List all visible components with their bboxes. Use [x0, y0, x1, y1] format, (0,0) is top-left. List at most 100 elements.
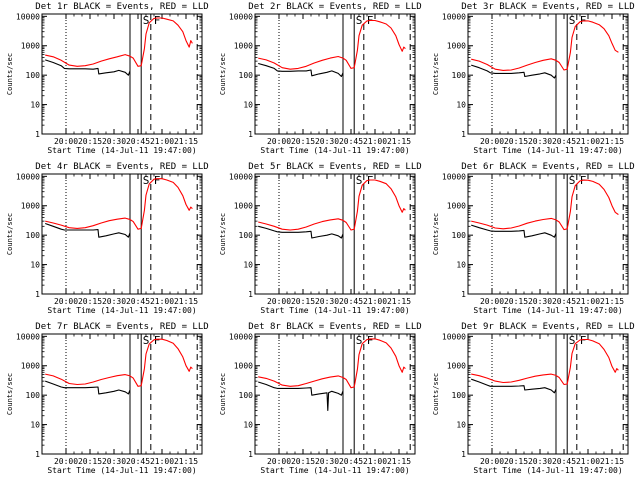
y-tick-label: 10: [243, 101, 253, 110]
panel-det-5r: Det 5r BLACK = Events, RED = LLD 1 10 100 10…: [219, 162, 422, 315]
x-axis-label: Start Time (14-Jul-11 19:47:00): [260, 466, 409, 475]
x-tick-label: 20:00: [267, 297, 291, 306]
x-tick-label: 20:00: [54, 297, 78, 306]
x-tick-label: 20:00: [267, 457, 291, 466]
chart-title: Det 9r BLACK = Events, RED = LLD: [461, 322, 634, 332]
x-tick-label: 20:30: [528, 457, 552, 466]
y-tick-label: 1000: [234, 202, 253, 211]
y-tick-label: 10000: [16, 12, 40, 21]
panel-det-3r: Det 3r BLACK = Events, RED = LLD 1 10 100 10…: [432, 2, 635, 155]
x-tick-label: 20:45: [339, 457, 363, 466]
series-line-events: [471, 64, 557, 79]
y-axis-label: Counts/sec: [6, 373, 14, 415]
y-tick-label: 10: [30, 101, 40, 110]
y-tick-label: 1: [461, 450, 466, 459]
x-tick-label: 21:15: [600, 137, 624, 146]
series-line-lld: [45, 178, 193, 230]
x-tick-label: 21:00: [363, 457, 387, 466]
y-tick-label: 1000: [447, 42, 466, 51]
y-tick-label: 1000: [447, 362, 466, 371]
y-tick-label: 10: [30, 261, 40, 270]
y-axis-label: Counts/sec: [6, 213, 14, 255]
x-axis-label: Start Time (14-Jul-11 19:47:00): [260, 306, 409, 315]
y-tick-label: 10000: [442, 12, 466, 21]
y-axis-label: Counts/sec: [432, 53, 440, 95]
y-tick-label: 1: [35, 130, 40, 139]
x-tick-label: 20:30: [315, 137, 339, 146]
y-tick-label: 1: [35, 290, 40, 299]
x-tick-label: 20:45: [126, 297, 150, 306]
x-tick-label: 20:00: [480, 297, 504, 306]
y-axis-label: Counts/sec: [6, 53, 14, 95]
x-tick-label: 21:15: [387, 137, 411, 146]
x-tick-label: 20:45: [552, 137, 576, 146]
series-line-lld: [258, 179, 406, 231]
panel-det-6r: Det 6r BLACK = Events, RED = LLD 1 10 100 10…: [432, 162, 635, 315]
y-tick-label: 10000: [442, 172, 466, 181]
y-tick-label: 1000: [21, 42, 40, 51]
series-line-events: [471, 378, 557, 394]
y-tick-label: 1: [461, 130, 466, 139]
y-tick-label: 100: [452, 231, 467, 240]
y-tick-label: 100: [26, 71, 41, 80]
x-tick-label: 21:00: [576, 457, 600, 466]
x-tick-label: 20:00: [54, 457, 78, 466]
y-tick-label: 10000: [16, 172, 40, 181]
y-axis-label: Counts/sec: [432, 373, 440, 415]
x-tick-label: 21:15: [600, 297, 624, 306]
x-axis-label: Start Time (14-Jul-11 19:47:00): [260, 146, 409, 155]
x-tick-label: 21:15: [174, 297, 198, 306]
y-tick-label: 1000: [21, 362, 40, 371]
y-tick-label: 1: [35, 450, 40, 459]
x-tick-label: 20:30: [102, 457, 126, 466]
y-tick-label: 1: [248, 290, 253, 299]
y-tick-label: 10000: [229, 332, 253, 341]
x-tick-label: 20:00: [480, 137, 504, 146]
x-tick-label: 21:00: [363, 297, 387, 306]
x-tick-label: 21:00: [150, 137, 174, 146]
y-tick-label: 100: [239, 231, 254, 240]
chart-title: Det 1r BLACK = Events, RED = LLD: [35, 2, 208, 12]
x-tick-label: 20:15: [78, 457, 102, 466]
x-tick-label: 21:15: [387, 297, 411, 306]
panel-det-9r: Det 9r BLACK = Events, RED = LLD 1 10 100 10…: [432, 322, 635, 475]
y-axis-label: Counts/sec: [432, 213, 440, 255]
marker-s: S: [569, 334, 576, 347]
y-tick-label: 1: [248, 130, 253, 139]
marker-s: S: [356, 334, 363, 347]
marker-s: S: [356, 14, 363, 27]
x-tick-label: 20:30: [528, 137, 552, 146]
y-axis-label: Counts/sec: [219, 373, 227, 415]
y-tick-label: 10: [456, 101, 466, 110]
x-tick-label: 20:30: [315, 297, 339, 306]
x-tick-label: 20:45: [339, 137, 363, 146]
marker-s: S: [356, 174, 363, 187]
marker-s: S: [143, 334, 150, 347]
series-line-lld: [471, 20, 619, 71]
y-tick-label: 10: [456, 261, 466, 270]
y-tick-label: 10: [30, 421, 40, 430]
x-tick-label: 20:15: [291, 297, 315, 306]
x-tick-label: 20:30: [102, 297, 126, 306]
y-tick-label: 100: [26, 231, 41, 240]
chart-title: Det 8r BLACK = Events, RED = LLD: [248, 322, 421, 332]
y-tick-label: 100: [452, 71, 467, 80]
y-tick-label: 10: [456, 421, 466, 430]
marker-s: S: [569, 174, 576, 187]
panel-det-8r: Det 8r BLACK = Events, RED = LLD 1 10 100 10…: [219, 322, 422, 475]
x-axis-label: Start Time (14-Jul-11 19:47:00): [473, 146, 622, 155]
x-tick-label: 21:00: [150, 457, 174, 466]
y-tick-label: 10000: [442, 332, 466, 341]
series-line-events: [258, 225, 344, 239]
series-line-lld: [45, 338, 193, 387]
marker-f: F: [154, 174, 161, 187]
y-tick-label: 1: [461, 290, 466, 299]
marker-f: F: [367, 334, 374, 347]
x-tick-label: 20:45: [552, 297, 576, 306]
chart-title: Det 6r BLACK = Events, RED = LLD: [461, 162, 634, 172]
y-axis-label: Counts/sec: [219, 53, 227, 95]
x-tick-label: 21:00: [576, 297, 600, 306]
y-tick-label: 10000: [229, 172, 253, 181]
x-tick-label: 21:00: [150, 297, 174, 306]
